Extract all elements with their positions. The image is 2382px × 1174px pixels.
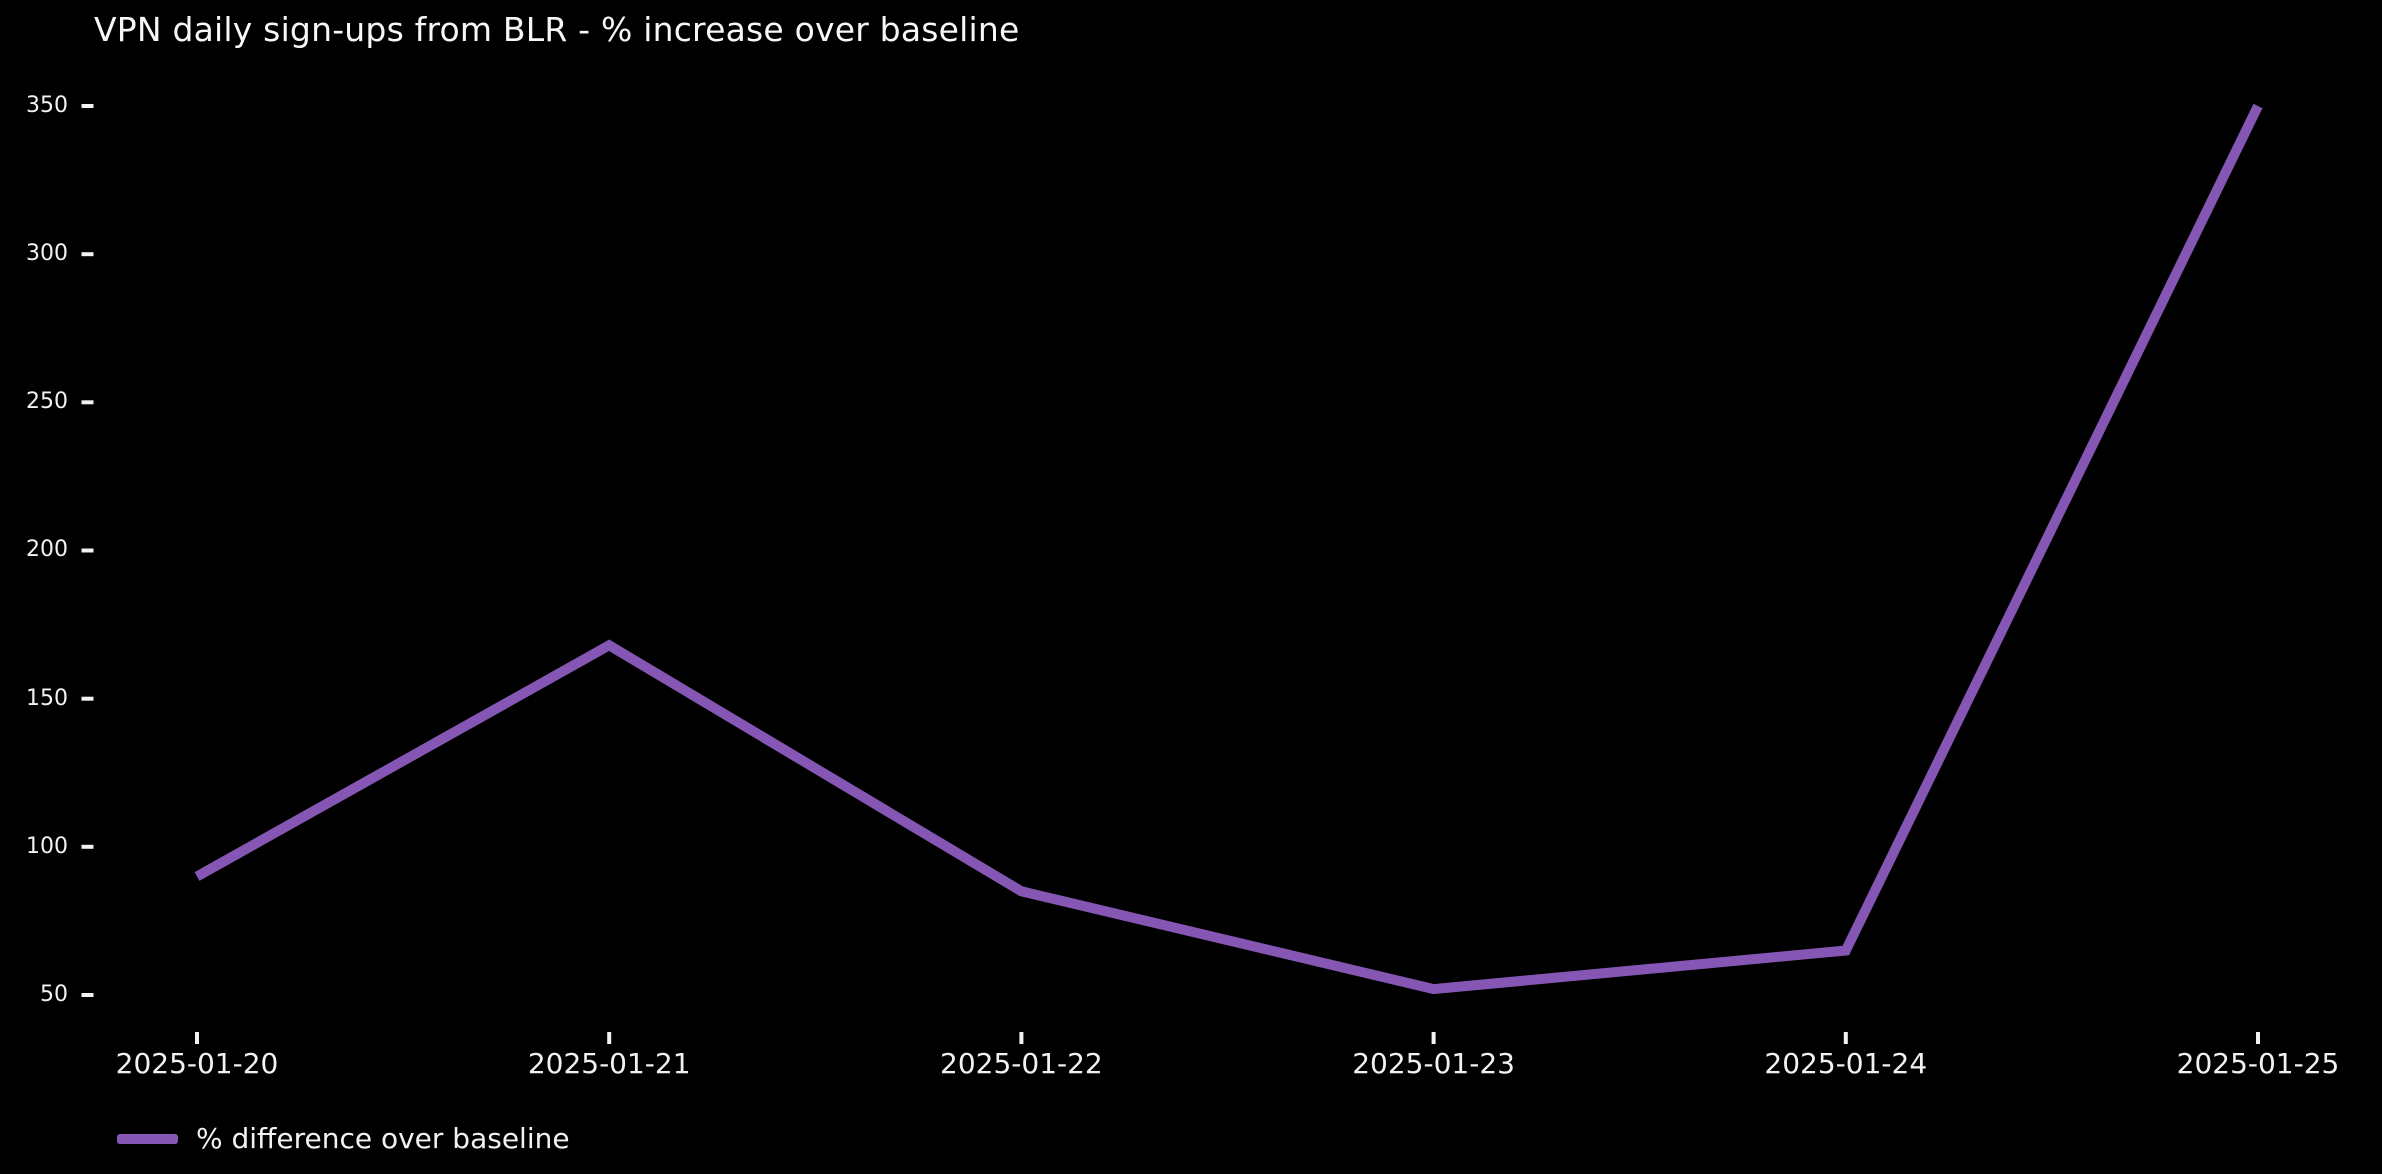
y-axis-tick-marks xyxy=(81,104,94,997)
x-tick-mark xyxy=(607,1032,612,1044)
y-tick-label: 250 xyxy=(26,389,68,415)
legend: % difference over baseline xyxy=(117,1122,570,1155)
x-tick-label: 2025-01-21 xyxy=(527,1047,691,1080)
y-tick-label: 100 xyxy=(26,833,68,859)
x-tick-mark xyxy=(2256,1032,2260,1044)
y-tick-mark xyxy=(81,993,94,997)
y-tick-mark xyxy=(81,400,94,405)
y-tick-mark xyxy=(81,696,94,701)
x-tick-label: 2025-01-22 xyxy=(940,1047,1103,1080)
x-tick-mark xyxy=(1843,1032,1848,1044)
x-tick-label: 2025-01-20 xyxy=(115,1047,279,1080)
legend-label: % difference over baseline xyxy=(196,1122,570,1155)
y-tick-mark xyxy=(81,548,94,553)
x-tick-mark xyxy=(1019,1032,1024,1044)
x-tick-label: 2025-01-23 xyxy=(1352,1047,1515,1080)
chart-title: VPN daily sign-ups from BLR - % increase… xyxy=(94,10,1020,49)
x-tick-label: 2025-01-24 xyxy=(1764,1047,1928,1080)
y-tick-label: 50 xyxy=(40,981,68,1007)
x-tick-mark xyxy=(1431,1032,1436,1044)
y-tick-label: 200 xyxy=(26,537,68,563)
x-axis-tick-marks xyxy=(195,1032,2260,1044)
y-tick-label: 350 xyxy=(26,93,68,118)
series-line xyxy=(194,103,2263,995)
y-tick-label: 150 xyxy=(26,685,68,711)
y-tick-mark xyxy=(81,104,94,108)
legend-line-swatch xyxy=(117,1133,178,1144)
x-tick-label: 2025-01-25 xyxy=(2176,1047,2340,1080)
y-tick-mark xyxy=(81,252,94,257)
y-tick-label: 300 xyxy=(26,241,68,267)
y-tick-mark xyxy=(81,844,94,849)
x-tick-mark xyxy=(195,1032,199,1044)
